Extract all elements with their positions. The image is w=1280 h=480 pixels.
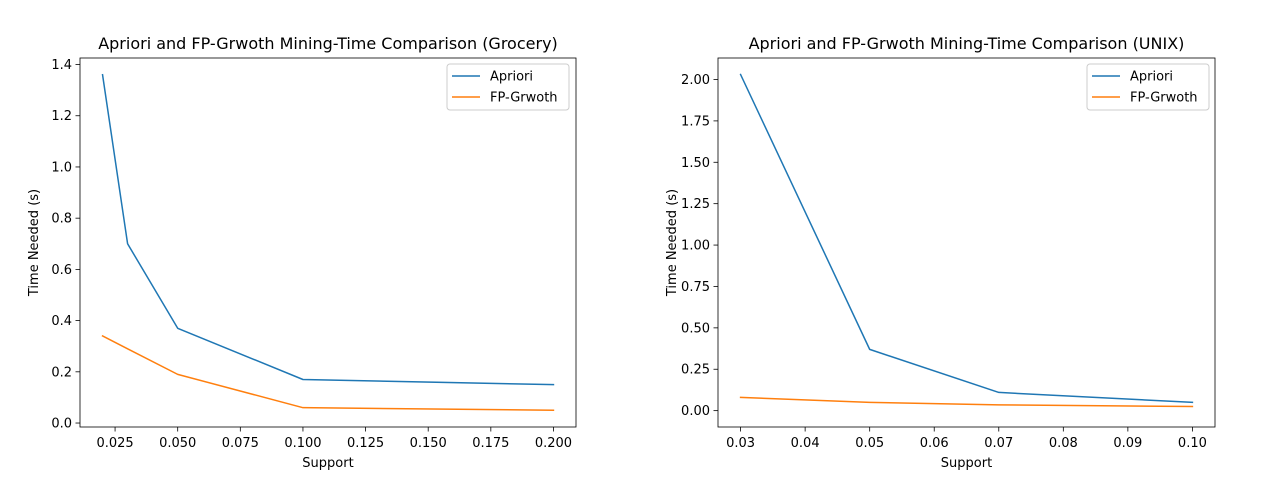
x-tick-label: 0.05	[855, 436, 884, 451]
y-tick-label: 1.25	[681, 197, 710, 212]
plot-frame	[717, 57, 1216, 428]
y-tick-label: 0.2	[51, 365, 72, 380]
x-axis-label: Support	[941, 456, 992, 471]
legend-label: FP-Grwoth	[490, 91, 558, 106]
y-tick-label: 1.75	[681, 114, 710, 129]
x-tick-label: 0.09	[1113, 436, 1142, 451]
x-tick-label: 0.10	[1178, 436, 1207, 451]
y-tick-label: 1.00	[681, 239, 710, 254]
x-tick-label: 0.125	[347, 436, 384, 451]
y-tick-label: 0.4	[51, 314, 72, 329]
x-tick-label: 0.200	[535, 436, 572, 451]
plot-frame	[79, 57, 577, 428]
y-tick-label: 0.25	[681, 363, 710, 378]
legend: Apriori FP-Grwoth	[1086, 63, 1210, 111]
y-tick-label: 0.6	[51, 263, 72, 278]
series-line-apriori	[101, 73, 555, 386]
y-tick-label: 0.0	[51, 417, 72, 432]
y-tick-label: 1.2	[51, 109, 72, 124]
y-tick-label: 1.4	[51, 58, 72, 73]
x-tick-label: 0.03	[726, 436, 755, 451]
x-tick-label: 0.075	[222, 436, 259, 451]
y-tick-label: 1.0	[51, 160, 72, 175]
y-tick-label: 0.75	[681, 280, 710, 295]
y-tick-label: 0.00	[681, 404, 710, 419]
x-tick-label: 0.04	[791, 436, 820, 451]
series-line-apriori	[739, 73, 1194, 404]
x-tick-label: 0.150	[410, 436, 447, 451]
y-axis-label: Time Needed (s)	[665, 189, 680, 297]
x-tick-label: 0.050	[159, 436, 196, 451]
chart-title: Apriori and FP-Grwoth Mining-Time Compar…	[749, 34, 1185, 53]
x-axis-label: Support	[302, 456, 353, 471]
y-axis-label: Time Needed (s)	[27, 189, 42, 297]
x-tick-label: 0.08	[1049, 436, 1078, 451]
y-tick-label: 0.50	[681, 321, 710, 336]
chart-title: Apriori and FP-Grwoth Mining-Time Compar…	[98, 34, 558, 53]
x-tick-label: 0.025	[96, 436, 133, 451]
series-line-fp-grwoth	[101, 334, 555, 411]
y-tick-label: 2.00	[681, 73, 710, 88]
series-line-fp-grwoth	[739, 396, 1194, 408]
y-tick-label: 1.50	[681, 156, 710, 171]
subplot-2: Apriori and FP-Grwoth Mining-Time Compar…	[665, 34, 1216, 471]
legend-label: Apriori	[490, 70, 533, 85]
y-tick-label: 0.8	[51, 212, 72, 227]
legend-label: Apriori	[1130, 70, 1173, 85]
legend-label: FP-Grwoth	[1130, 91, 1198, 106]
x-tick-label: 0.100	[284, 436, 321, 451]
x-tick-label: 0.175	[472, 436, 509, 451]
x-tick-label: 0.07	[984, 436, 1013, 451]
subplot-1: Apriori and FP-Grwoth Mining-Time Compar…	[27, 34, 577, 471]
legend: Apriori FP-Grwoth	[446, 63, 570, 111]
x-tick-label: 0.06	[920, 436, 949, 451]
